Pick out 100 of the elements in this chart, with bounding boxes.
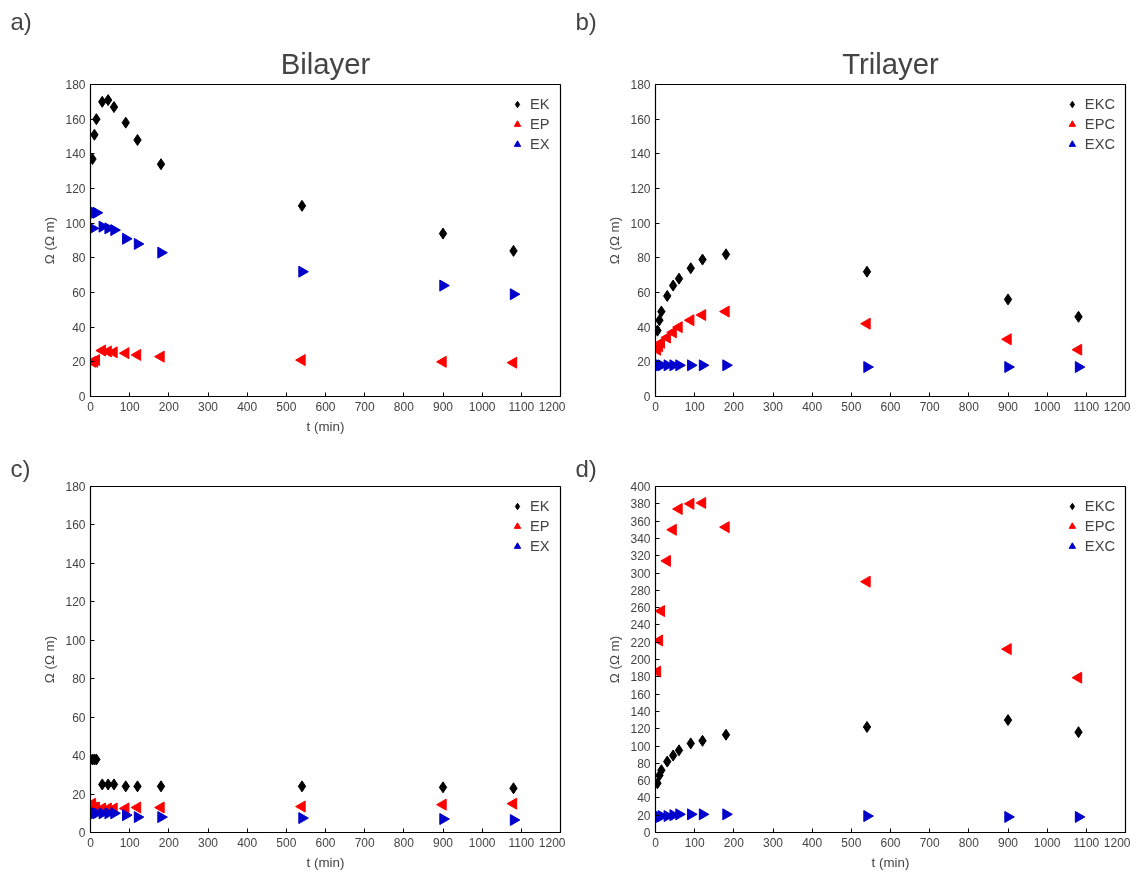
x-tick-label: 1100 — [1073, 399, 1100, 414]
x-tick-label: 900 — [997, 835, 1019, 850]
x-tick-label: 300 — [197, 399, 219, 414]
y-tick-label: 300 — [630, 566, 651, 581]
y-tick-label: 80 — [637, 756, 651, 771]
x-tick-label: 900 — [432, 835, 454, 850]
x-tick-label: 800 — [393, 835, 415, 850]
chart-title: Bilayer — [280, 46, 371, 80]
y-tick-label: 40 — [72, 749, 86, 764]
y-tick-label: 20 — [637, 355, 651, 370]
x-tick-label: 100 — [119, 835, 140, 850]
y-axis-title: Ω (Ω m) — [607, 216, 623, 265]
x-tick-label: 1100 — [508, 399, 535, 414]
legend-label: EX — [530, 136, 550, 152]
x-tick-label: 800 — [958, 835, 980, 850]
x-tick-label: 300 — [762, 835, 784, 850]
x-tick-label: 1000 — [468, 835, 496, 850]
legend-label: EKC — [1084, 96, 1115, 112]
y-tick-label: 120 — [630, 182, 651, 196]
y-tick-label: 280 — [630, 583, 651, 598]
y-tick-label: 380 — [630, 497, 651, 512]
x-tick-label: 700 — [354, 399, 375, 414]
y-tick-label: 40 — [637, 320, 651, 335]
y-tick-label: 180 — [65, 480, 86, 494]
y-tick-label: 220 — [630, 635, 651, 650]
x-tick-label: 800 — [958, 399, 980, 414]
y-tick-label: 120 — [65, 182, 86, 196]
y-tick-label: 320 — [630, 549, 651, 564]
y-tick-label: 100 — [65, 633, 86, 648]
x-tick-label: 600 — [315, 399, 336, 414]
x-tick-label: 1200 — [538, 399, 566, 414]
x-tick-label: 900 — [432, 399, 454, 414]
y-tick-label: 160 — [630, 687, 651, 702]
y-tick-label: 60 — [72, 710, 86, 725]
y-tick-label: 140 — [630, 147, 651, 162]
x-tick-label: 200 — [723, 835, 745, 850]
x-tick-label: 500 — [841, 399, 862, 414]
y-tick-label: 20 — [72, 787, 86, 802]
y-tick-label: 180 — [65, 78, 86, 92]
chart-title: Trilayer — [842, 46, 940, 80]
y-tick-label: 60 — [637, 286, 651, 300]
x-tick-label: 600 — [880, 399, 901, 414]
x-tick-label: 1100 — [508, 835, 535, 850]
x-tick-label: 400 — [802, 835, 823, 850]
legend-label: EKC — [1084, 498, 1115, 514]
x-tick-label: 1000 — [468, 399, 496, 414]
x-tick-label: 600 — [315, 835, 336, 850]
y-tick-label: 0 — [643, 826, 651, 840]
y-tick-label: 180 — [630, 670, 651, 685]
y-tick-label: 100 — [630, 739, 651, 754]
x-tick-label: 900 — [997, 399, 1019, 414]
y-tick-label: 20 — [72, 355, 86, 370]
x-tick-label: 700 — [354, 835, 375, 850]
y-tick-label: 0 — [78, 826, 86, 840]
text: d) — [575, 454, 597, 482]
x-tick-label: 800 — [393, 399, 415, 414]
y-tick-label: 80 — [72, 251, 86, 266]
x-tick-label: 400 — [237, 835, 258, 850]
y-axis-title: Ω (Ω m) — [42, 635, 58, 684]
x-tick-label: 300 — [762, 399, 784, 414]
legend-label: EX — [530, 538, 550, 554]
legend-label: EK — [530, 498, 550, 514]
y-tick-label: 40 — [637, 791, 651, 806]
x-axis-title: t (min) — [306, 854, 345, 870]
y-tick-label: 140 — [65, 556, 86, 571]
y-tick-label: 60 — [637, 774, 651, 789]
y-axis-title: Ω (Ω m) — [607, 635, 623, 684]
x-tick-label: 1200 — [538, 835, 566, 850]
y-axis-title: Ω (Ω m) — [42, 216, 58, 265]
legend-label: EPC — [1084, 518, 1115, 534]
y-tick-label: 20 — [637, 808, 651, 823]
x-axis-title: t (min) — [306, 418, 345, 434]
y-tick-label: 260 — [630, 601, 651, 616]
y-tick-label: 80 — [637, 251, 651, 266]
x-tick-label: 1200 — [1103, 399, 1131, 414]
y-tick-label: 0 — [78, 390, 86, 404]
y-tick-label: 400 — [630, 480, 651, 494]
x-tick-label: 1100 — [1073, 835, 1100, 850]
y-tick-label: 120 — [65, 595, 86, 610]
text: a) — [10, 7, 32, 35]
y-tick-label: 40 — [72, 320, 86, 335]
y-tick-label: 240 — [630, 618, 651, 633]
y-tick-label: 100 — [65, 216, 86, 231]
legend-label: EP — [530, 116, 550, 132]
x-tick-label: 200 — [723, 399, 745, 414]
legend-label: EP — [530, 518, 550, 534]
legend-label: EK — [530, 96, 550, 112]
legend-label: EXC — [1084, 538, 1115, 554]
x-tick-label: 300 — [197, 835, 219, 850]
y-tick-label: 80 — [72, 672, 86, 687]
x-tick-label: 500 — [276, 399, 297, 414]
text: c) — [10, 454, 31, 482]
x-tick-label: 500 — [276, 835, 297, 850]
text: b) — [575, 7, 597, 35]
y-tick-label: 140 — [630, 704, 651, 719]
x-tick-label: 1000 — [1033, 835, 1061, 850]
x-axis-title: t (min) — [871, 854, 910, 870]
x-tick-label: 700 — [919, 399, 940, 414]
x-tick-label: 600 — [880, 835, 901, 850]
y-tick-label: 180 — [630, 78, 651, 92]
